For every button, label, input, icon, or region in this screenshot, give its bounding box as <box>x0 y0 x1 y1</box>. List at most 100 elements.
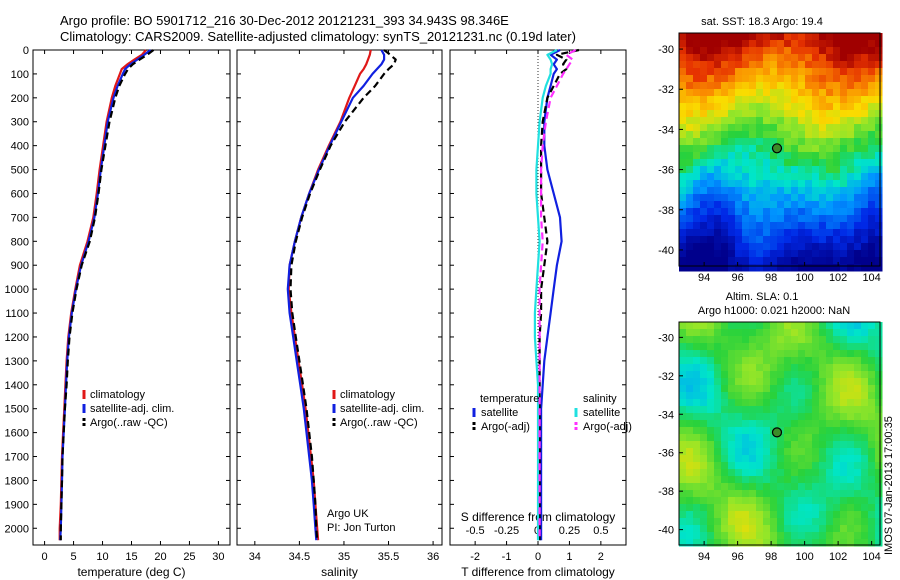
field-cell <box>833 350 841 358</box>
field-cell <box>861 518 869 526</box>
field-cell <box>833 33 841 41</box>
field-cell <box>721 434 729 442</box>
x-tick-label: 0 <box>42 551 48 563</box>
field-cell <box>686 455 694 463</box>
field-cell <box>693 518 701 526</box>
field-cell <box>798 476 806 484</box>
field-cell <box>798 215 806 223</box>
field-cell <box>707 483 715 491</box>
field-cell <box>714 378 722 386</box>
field-cell <box>686 180 694 188</box>
field-cell <box>819 483 827 491</box>
field-cell <box>819 525 827 533</box>
field-cell <box>840 61 848 69</box>
field-cell <box>819 124 827 132</box>
field-cell <box>784 103 792 111</box>
field-cell <box>749 490 757 498</box>
field-cell <box>693 194 701 202</box>
field-cell <box>679 103 687 111</box>
field-cell <box>679 490 687 498</box>
field-cell <box>714 371 722 379</box>
field-cell <box>812 371 820 379</box>
field-cell <box>700 117 708 125</box>
field-cell <box>798 89 806 97</box>
field-cell <box>819 378 827 386</box>
field-cell <box>728 427 736 435</box>
field-cell <box>868 82 876 90</box>
field-cell <box>777 364 785 372</box>
field-cell <box>805 322 813 330</box>
field-cell <box>707 469 715 477</box>
field-cell <box>819 497 827 505</box>
field-cell <box>686 103 694 111</box>
field-cell <box>770 166 778 174</box>
field-cell <box>861 504 869 512</box>
field-cell <box>805 504 813 512</box>
figure-header: Argo profile: BO 5901712_216 30-Dec-2012… <box>60 13 576 45</box>
field-cell <box>861 420 869 428</box>
field-cell <box>840 250 848 258</box>
field-cell <box>868 448 876 456</box>
field-cell <box>728 322 736 330</box>
field-cell <box>861 490 869 498</box>
field-cell <box>861 47 869 55</box>
field-cell <box>735 124 743 132</box>
field-cell <box>679 250 687 258</box>
field-cell <box>875 413 883 421</box>
field-cell <box>777 264 785 272</box>
field-cell <box>749 441 757 449</box>
field-cell <box>735 208 743 216</box>
field-cell <box>847 371 855 379</box>
field-cell <box>763 222 771 230</box>
field-cell <box>784 420 792 428</box>
field-cell <box>784 229 792 237</box>
field-cell <box>721 364 729 372</box>
field-cell <box>770 201 778 209</box>
field-cell <box>784 525 792 533</box>
differences-series-1 <box>538 48 580 541</box>
field-cell <box>805 539 813 547</box>
x-tick-label: 34 <box>249 551 261 563</box>
field-cell <box>721 385 729 393</box>
field-cell <box>735 264 743 272</box>
field-cell <box>777 222 785 230</box>
field-cell <box>707 124 715 132</box>
field-cell <box>679 455 687 463</box>
field-cell <box>735 420 743 428</box>
field-cell <box>777 413 785 421</box>
top-x-tick-label: -0.5 <box>466 525 485 537</box>
field-cell <box>833 96 841 104</box>
field-cell <box>700 532 708 540</box>
field-cell <box>861 103 869 111</box>
field-cell <box>749 110 757 118</box>
field-cell <box>791 243 799 251</box>
field-cell <box>798 68 806 76</box>
field-cell <box>693 483 701 491</box>
field-cell <box>826 525 834 533</box>
field-cell <box>784 385 792 393</box>
field-cell <box>686 250 694 258</box>
field-cell <box>777 257 785 265</box>
field-cell <box>679 427 687 435</box>
field-cell <box>742 236 750 244</box>
field-cell <box>805 532 813 540</box>
field-cell <box>756 40 764 48</box>
field-cell <box>875 40 883 48</box>
field-cell <box>756 329 764 337</box>
field-cell <box>854 322 862 330</box>
field-cell <box>735 413 743 421</box>
field-cell <box>679 68 687 76</box>
field-cell <box>826 236 834 244</box>
field-cell <box>791 518 799 526</box>
field-cell <box>763 236 771 244</box>
field-cell <box>679 336 687 344</box>
lat-tick-label: -32 <box>658 84 674 96</box>
field-cell <box>812 208 820 216</box>
field-cell <box>700 504 708 512</box>
field-cell <box>693 173 701 181</box>
field-cell <box>721 336 729 344</box>
field-cell <box>686 385 694 393</box>
field-cell <box>735 236 743 244</box>
field-cell <box>728 343 736 351</box>
field-cell <box>735 187 743 195</box>
